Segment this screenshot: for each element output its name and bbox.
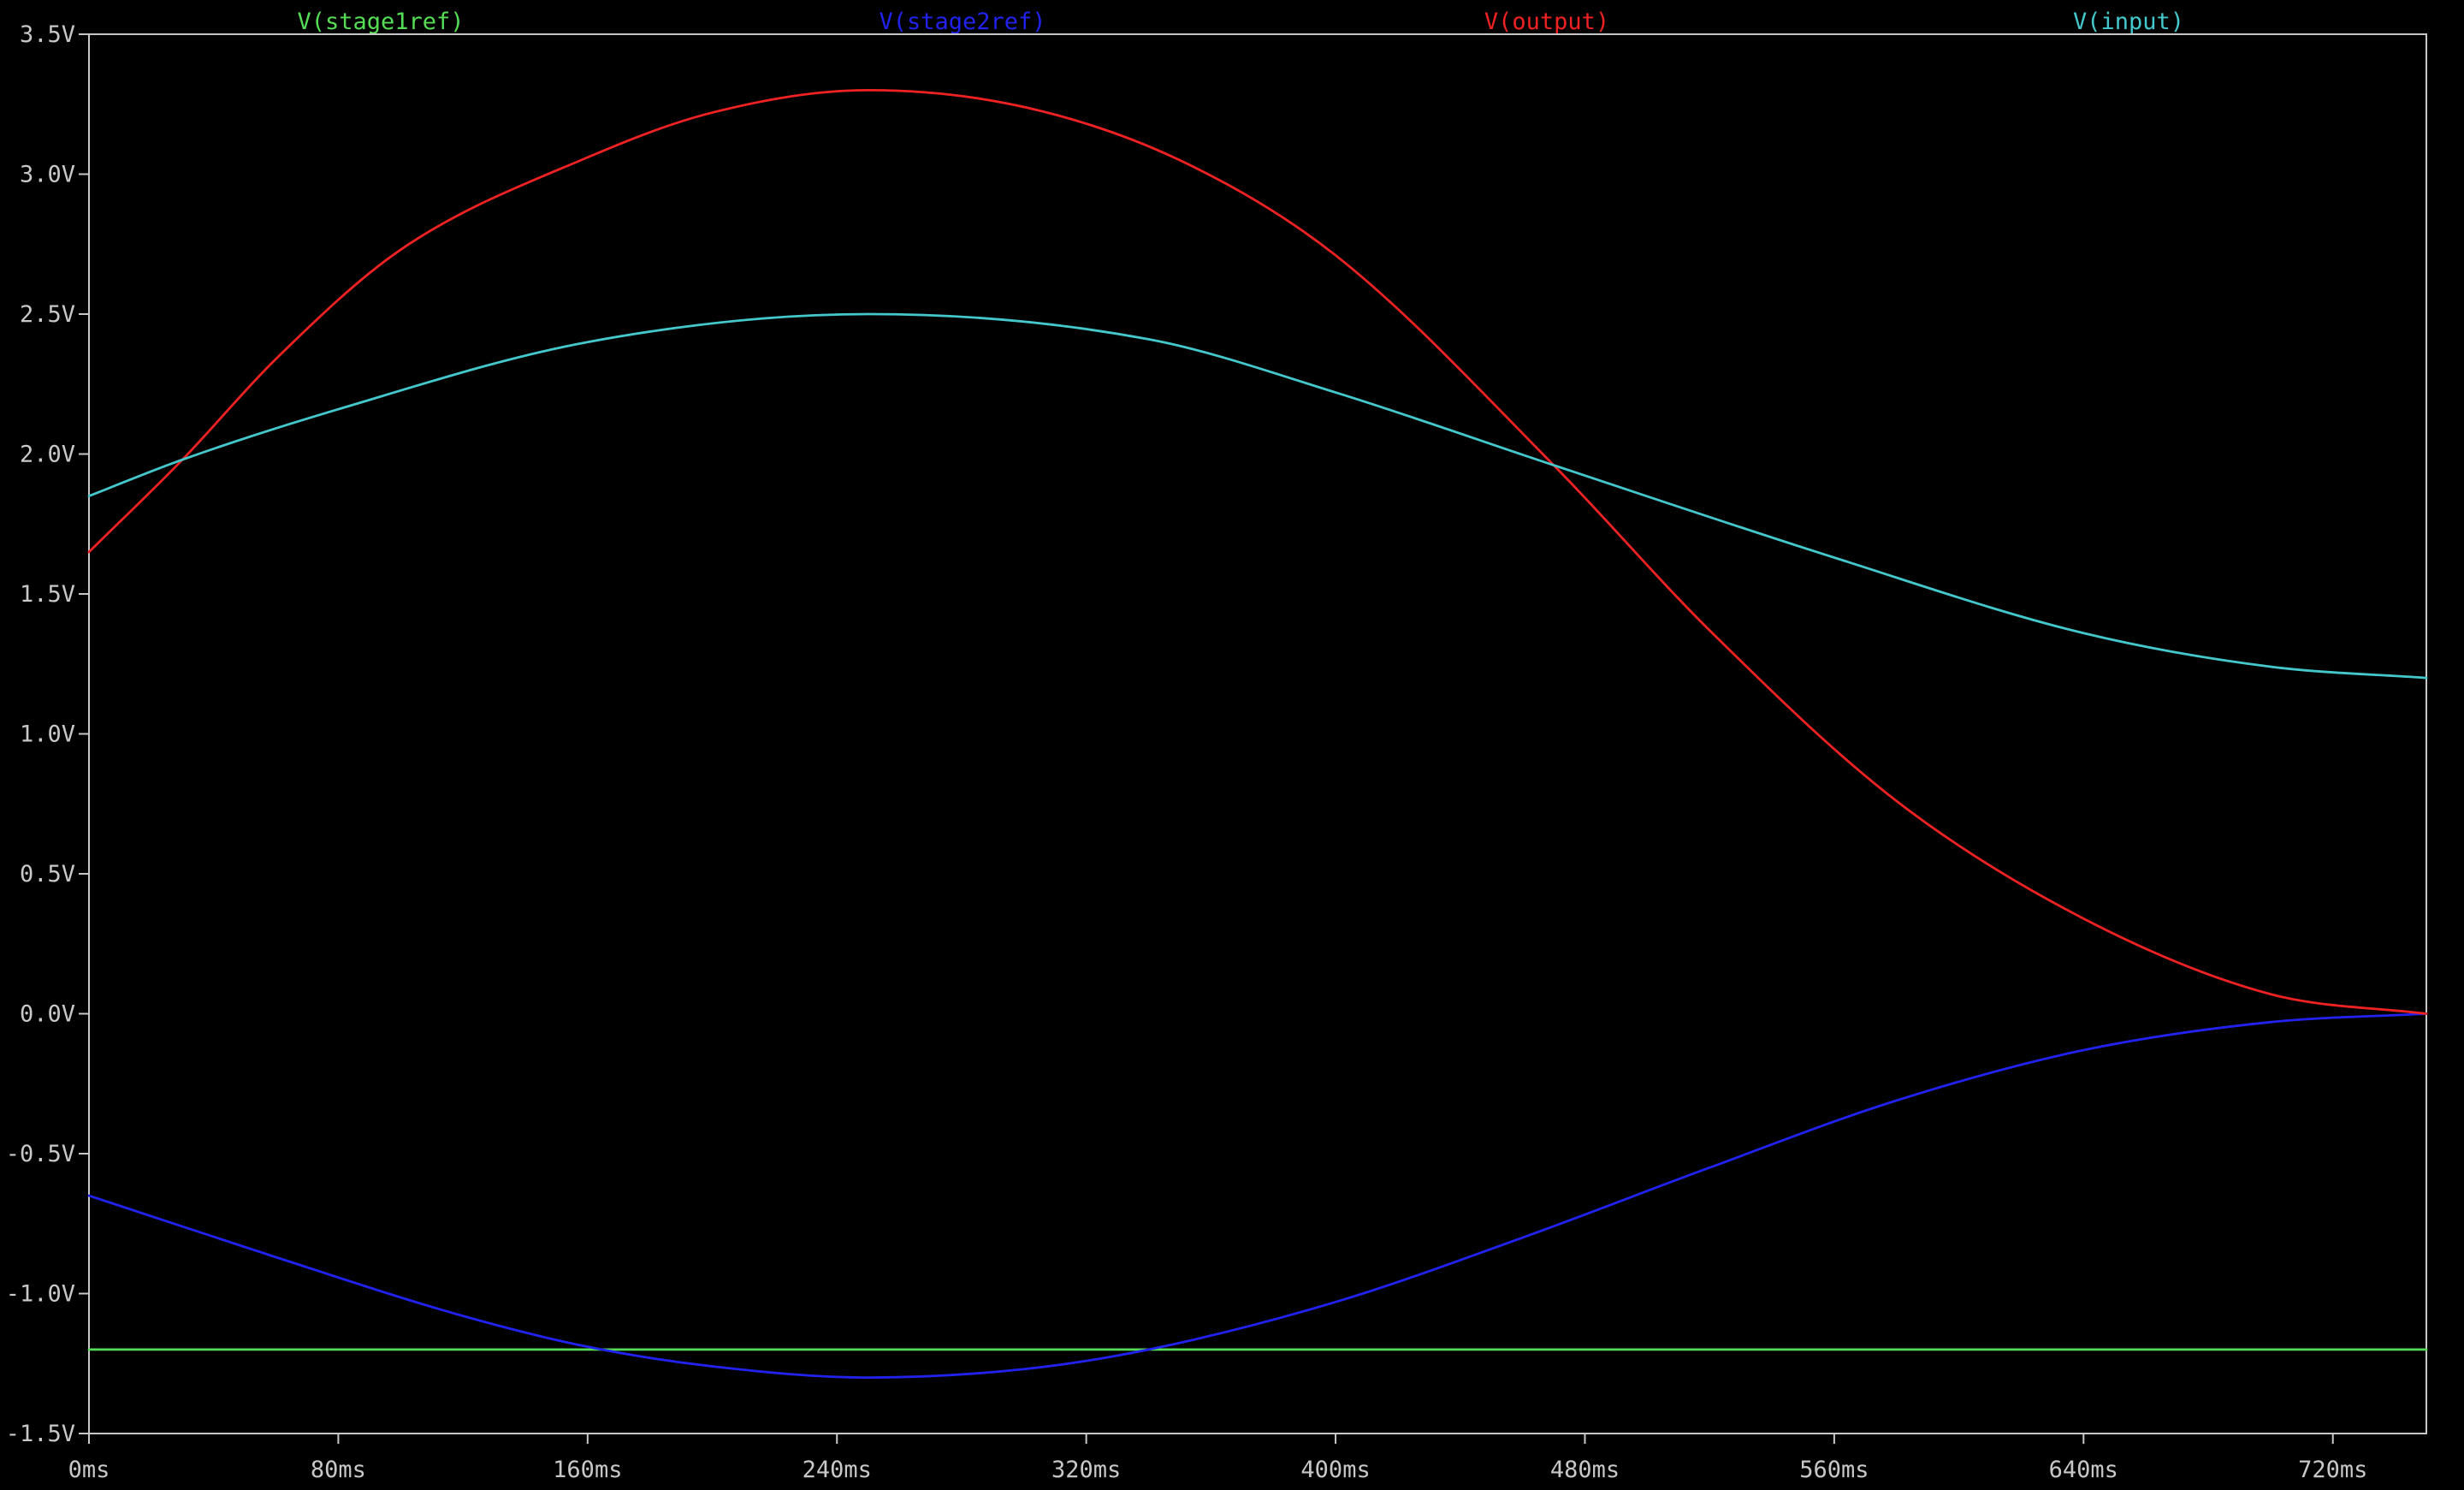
x-tick-label: 640ms xyxy=(2049,1457,2118,1483)
y-tick-label: 0.0V xyxy=(20,1001,75,1028)
x-tick-label: 0ms xyxy=(68,1457,110,1483)
plot-axes xyxy=(88,33,2427,1434)
x-axis-ticks: 0ms 80ms 160ms 240ms 320ms 400ms 480ms 560ms 640… xyxy=(68,1434,2367,1483)
legend-label-v-stage1ref[interactable]: V(stage1ref) xyxy=(297,9,464,35)
x-tick-label: 560ms xyxy=(1799,1457,1869,1483)
plot-frame xyxy=(88,33,2427,1434)
y-tick-label: 2.0V xyxy=(20,442,75,468)
legend: V(stage1ref) V(stage2ref) V(output) V(input… xyxy=(297,9,2184,35)
x-tick-label: 320ms xyxy=(1051,1457,1121,1483)
x-tick-label: 80ms xyxy=(311,1457,366,1483)
legend-label-v-input[interactable]: V(input) xyxy=(2073,9,2184,35)
x-tick-label: 720ms xyxy=(2298,1457,2367,1483)
series-traces xyxy=(87,89,2428,1379)
legend-label-v-stage2ref[interactable]: V(stage2ref) xyxy=(879,9,1045,35)
y-tick-label: 1.5V xyxy=(20,581,75,608)
series-line-v-stage2ref xyxy=(87,1012,2428,1379)
y-tick-label: 3.0V xyxy=(20,162,75,188)
y-tick-label: 3.5V xyxy=(20,21,75,48)
x-tick-label: 480ms xyxy=(1550,1457,1620,1483)
y-tick-label: 0.5V xyxy=(20,861,75,887)
y-tick-label: 1.0V xyxy=(20,721,75,748)
x-tick-label: 400ms xyxy=(1300,1457,1370,1483)
x-tick-label: 160ms xyxy=(553,1457,622,1483)
y-tick-label: -0.5V xyxy=(6,1141,75,1167)
legend-label-v-output[interactable]: V(output) xyxy=(1484,9,1609,35)
y-tick-label: -1.5V xyxy=(6,1421,75,1447)
series-line-v-output xyxy=(87,89,2428,1015)
y-tick-label: -1.0V xyxy=(6,1281,75,1308)
y-tick-label: 2.5V xyxy=(20,301,75,328)
x-tick-label: 240ms xyxy=(803,1457,872,1483)
series-line-v-input xyxy=(87,312,2428,680)
y-axis-ticks: 3.5V 3.0V 2.5V 2.0V 1.5V 1.0V 0.5V 0.0V -0.5V -1.… xyxy=(6,21,89,1447)
